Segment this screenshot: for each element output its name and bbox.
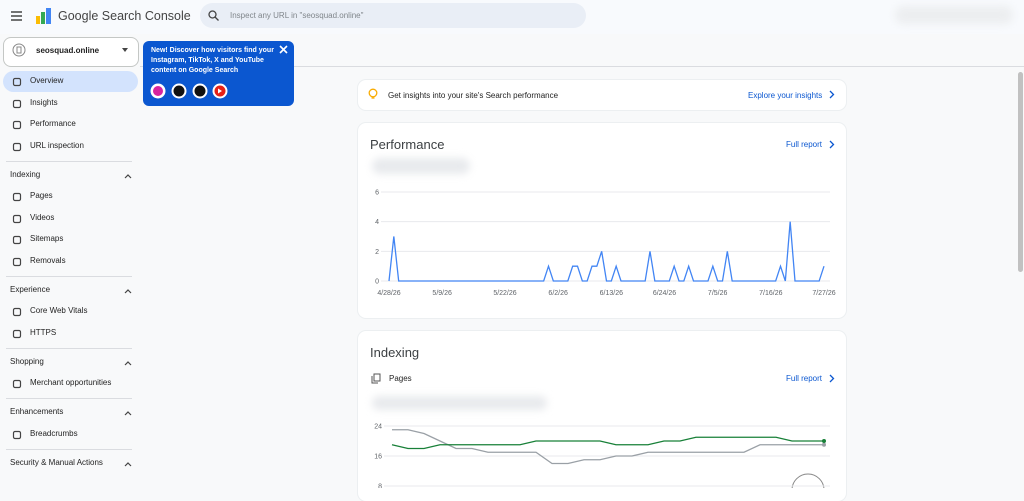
nav-icon <box>12 235 22 245</box>
nav-item[interactable]: Sitemaps <box>30 234 64 243</box>
insights-link[interactable]: Explore your insights <box>748 91 823 100</box>
y-tick-label: 0 <box>375 279 379 286</box>
search-placeholder: Inspect any URL in "seosquad.online" <box>230 11 364 20</box>
x-tick-label: 6/24/26 <box>653 290 676 297</box>
bulb-icon <box>368 88 378 99</box>
performance-title: Performance <box>370 137 445 152</box>
nav-item[interactable]: Pages <box>30 191 53 200</box>
nav-icon <box>12 99 22 108</box>
nav-item[interactable]: Insights <box>30 97 58 107</box>
promo-text: New! Discover how visitors find your Ins… <box>151 47 274 74</box>
nav-item[interactable]: Removals <box>30 255 66 265</box>
nav-item[interactable]: Core Web Vitals <box>30 306 88 315</box>
x-tick-label: 5/9/26 <box>432 290 452 297</box>
nav-selected <box>3 71 138 92</box>
nav-icon <box>12 257 22 266</box>
collapse-chevron[interactable] <box>124 461 132 467</box>
search-icon <box>208 10 219 21</box>
chevron <box>829 90 835 99</box>
y-tick-label: 4 <box>375 219 379 226</box>
nav-item[interactable]: Breadcrumbs <box>30 428 78 438</box>
nav-section[interactable]: Enhancements <box>10 407 64 416</box>
y-tick-label: 24 <box>374 424 382 431</box>
nav-item[interactable]: URL inspection <box>30 140 84 150</box>
insights-text: Get insights into your site's Search per… <box>388 91 559 100</box>
nav-icon <box>12 120 22 130</box>
x-tick-label: 6/13/26 <box>600 290 623 297</box>
collapse-chevron[interactable] <box>124 360 132 366</box>
blurred-summary <box>372 158 470 174</box>
nav-divider <box>6 160 132 162</box>
nav-section[interactable]: Indexing <box>10 169 41 179</box>
dropdown-arrow <box>122 48 128 52</box>
nav-divider <box>6 448 132 450</box>
search-box[interactable] <box>200 3 586 28</box>
pages-icon <box>371 373 381 384</box>
account-blurred <box>895 6 1013 24</box>
indexing-subtitle: Pages <box>389 374 412 383</box>
indexing-title: Indexing <box>370 345 420 360</box>
indexing-card <box>358 331 846 501</box>
y-tick-label: 8 <box>378 484 382 489</box>
y-tick-label: 2 <box>375 249 379 256</box>
x-tick-label: 6/2/26 <box>548 290 568 297</box>
nav-section[interactable]: Security & Manual Actions <box>10 457 103 467</box>
y-tick-label: 6 <box>375 190 379 197</box>
x-tick-label: 4/28/26 <box>377 290 400 297</box>
nav-icon <box>12 192 22 202</box>
nav-item[interactable]: Overview <box>30 76 64 85</box>
property-name: seosquad.online <box>36 46 100 55</box>
chevron <box>829 140 835 149</box>
indexing-link[interactable]: Full report <box>786 374 823 383</box>
logo <box>36 8 51 24</box>
data-line <box>388 221 825 282</box>
y-tick-label: 16 <box>374 454 382 461</box>
page: Google Search Console Inspect any URL in… <box>3 3 1024 489</box>
performance-link[interactable]: Full report <box>786 140 823 149</box>
nav-divider <box>6 275 132 277</box>
scrollbar <box>1018 72 1023 272</box>
collapse-chevron[interactable] <box>124 410 132 416</box>
x-tick-label: 7/27/26 <box>812 290 835 297</box>
data-line <box>392 429 824 465</box>
nav-icon <box>12 329 22 338</box>
app-name: Google Search Console <box>58 9 191 23</box>
blurred-summary <box>372 396 547 410</box>
nav-item[interactable]: Performance <box>30 119 76 128</box>
collapse-chevron[interactable] <box>124 288 132 294</box>
nav-divider <box>6 347 132 349</box>
end-point <box>822 439 826 443</box>
nav-icon <box>12 214 22 223</box>
nav-item[interactable]: Videos <box>30 212 55 222</box>
help-badge <box>791 473 825 488</box>
data-line <box>391 436 824 450</box>
nav-icon <box>12 379 22 389</box>
divider <box>140 66 1024 67</box>
property-icon <box>12 43 26 57</box>
nav-icon <box>12 142 22 151</box>
nav-item[interactable]: HTTPS <box>30 327 57 337</box>
nav-section[interactable]: Shopping <box>10 356 44 366</box>
property-selector[interactable] <box>3 37 139 67</box>
performance-card <box>358 123 846 318</box>
close-button[interactable] <box>279 45 288 54</box>
nav-icon <box>12 430 22 439</box>
menu-button[interactable] <box>10 10 24 22</box>
x-tick-label: 7/5/26 <box>708 290 728 297</box>
insights-card <box>358 80 846 110</box>
nav-item[interactable]: Merchant opportunities <box>30 378 112 387</box>
social-icons <box>150 83 228 99</box>
nav-section[interactable]: Experience <box>10 284 51 294</box>
end-point <box>822 442 826 447</box>
chevron <box>829 374 835 383</box>
nav-icon <box>12 77 22 87</box>
collapse-chevron[interactable] <box>124 173 132 179</box>
x-tick-label: 5/22/26 <box>493 290 516 297</box>
nav-icon <box>12 307 22 317</box>
x-tick-label: 7/16/26 <box>759 290 782 297</box>
nav-divider <box>6 398 132 399</box>
